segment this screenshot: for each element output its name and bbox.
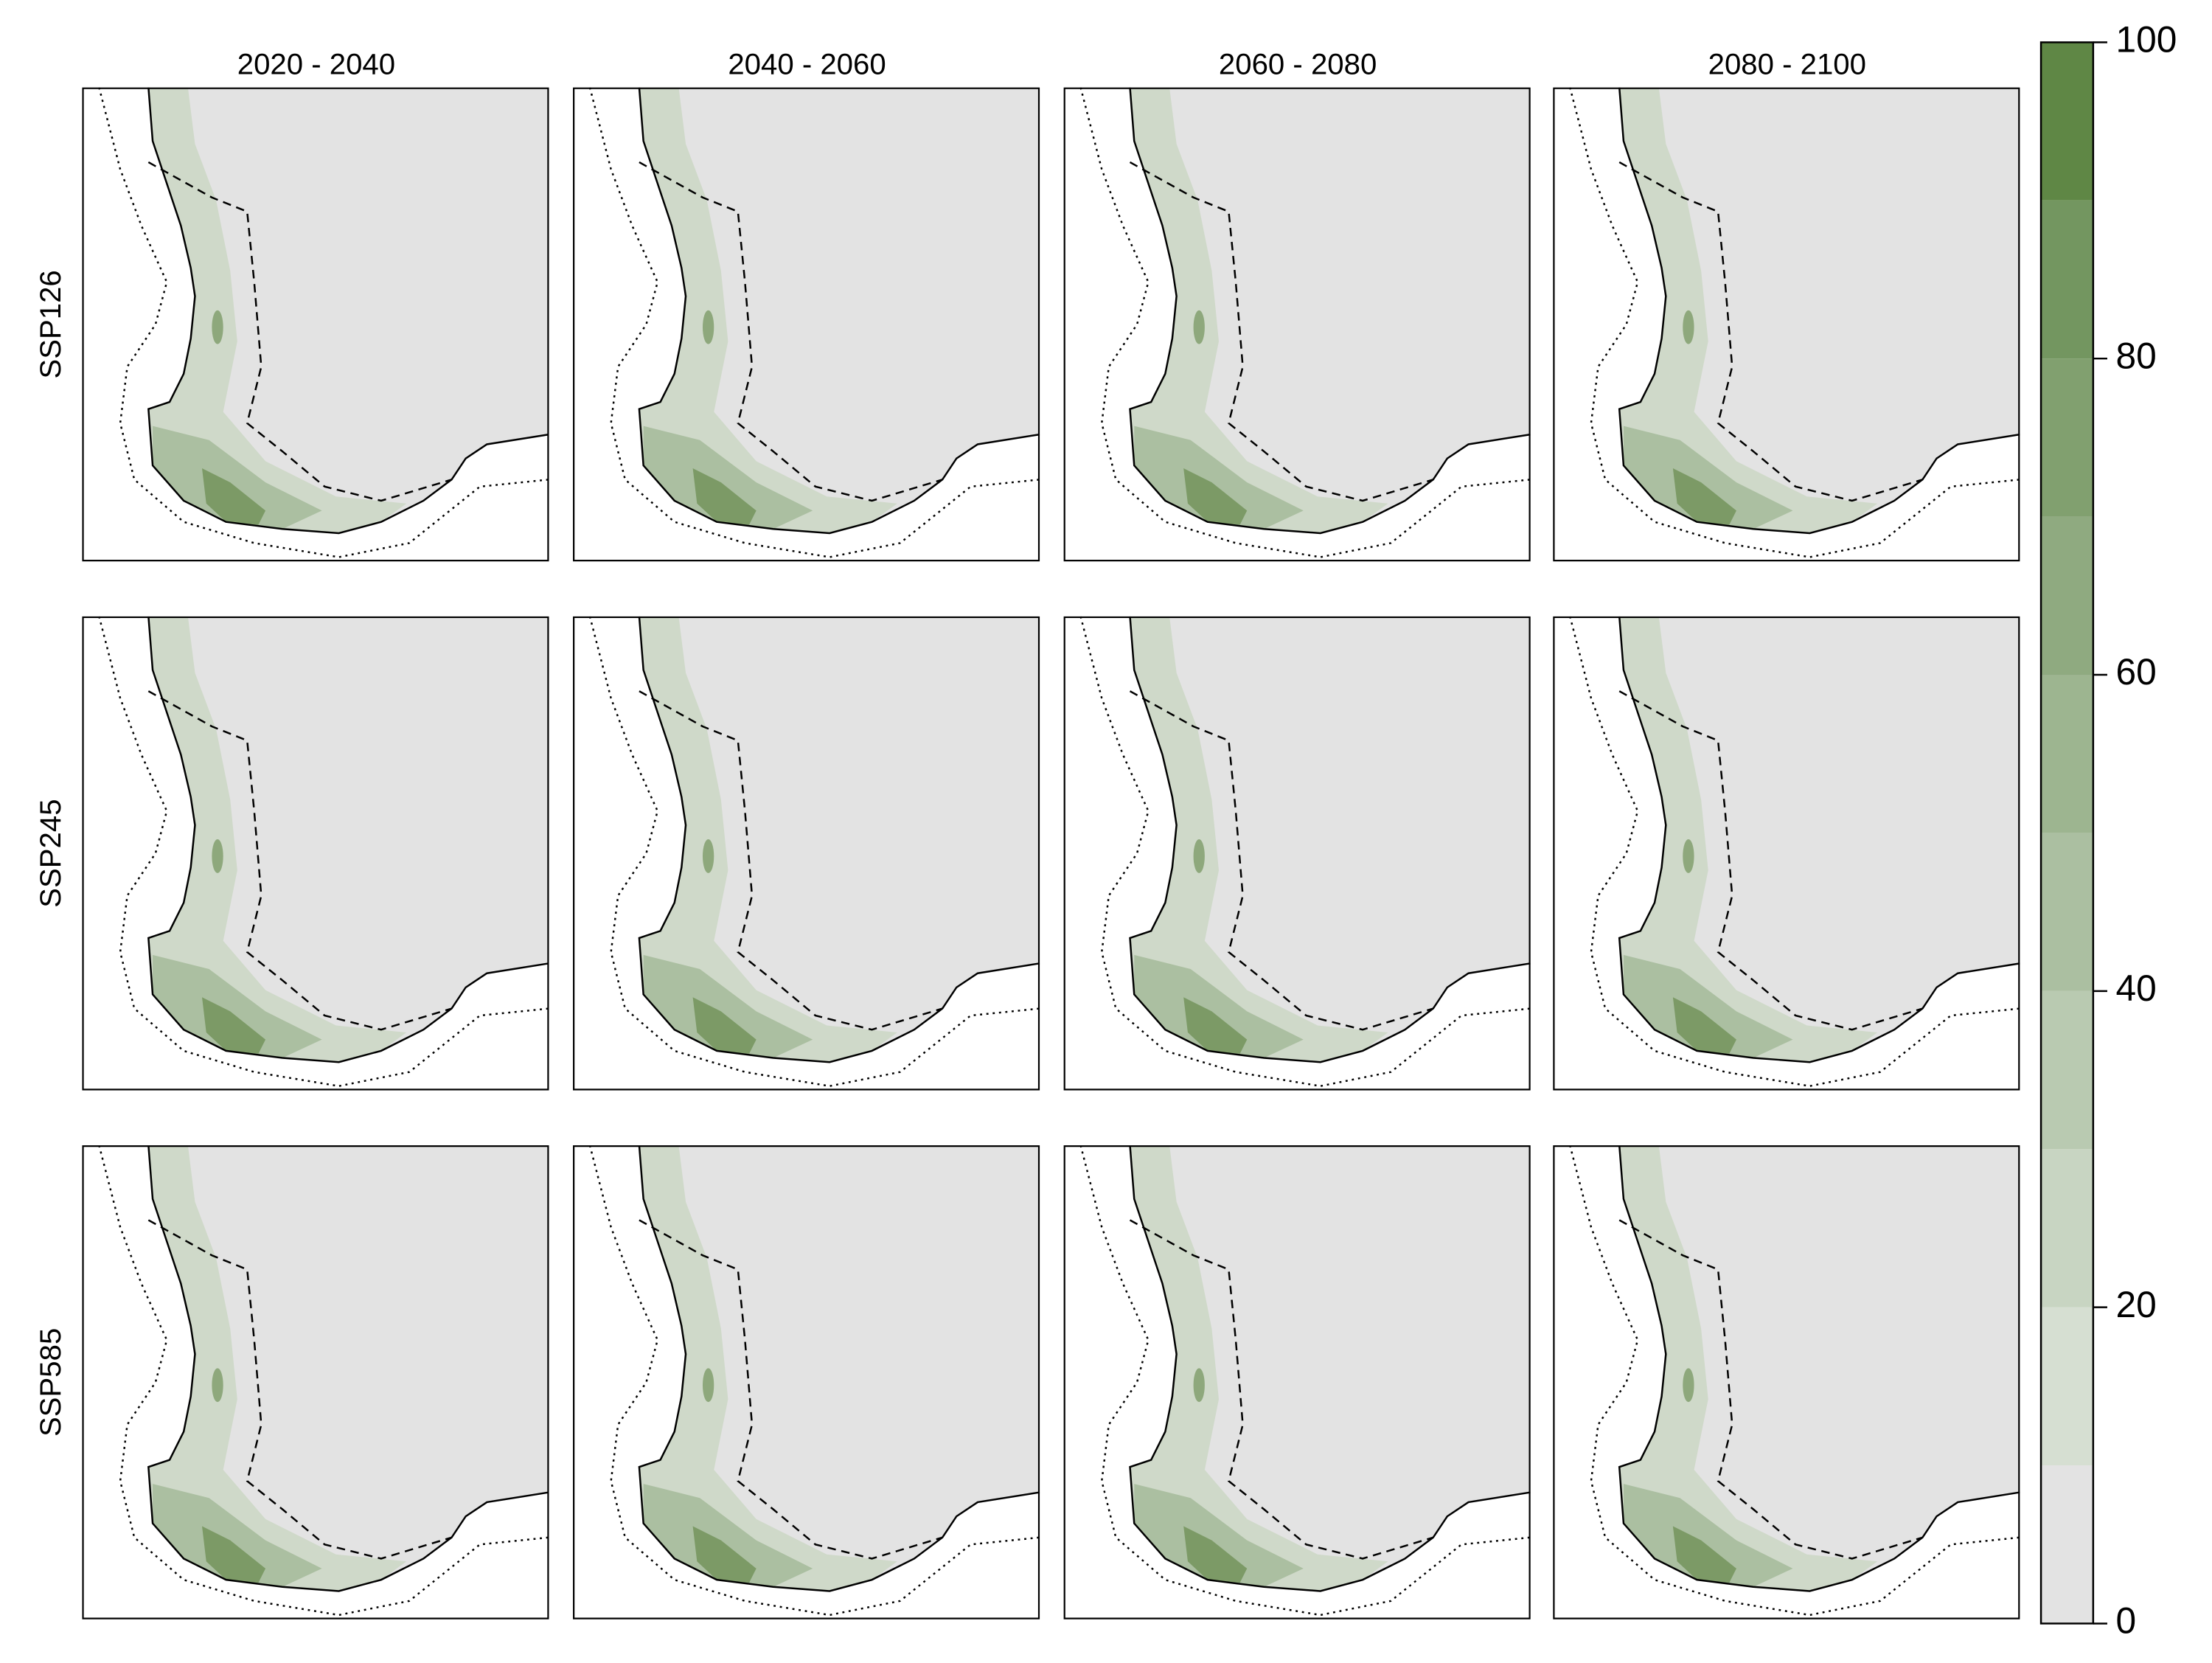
colorbar-bin	[2041, 200, 2093, 359]
map-panel	[1064, 617, 1531, 1091]
colorbar-bin	[2041, 990, 2093, 1150]
colorbar-tick-label: 100	[2115, 19, 2177, 60]
colorbar-tick-label: 0	[2115, 1600, 2136, 1642]
map-panel	[82, 1145, 549, 1619]
colorbar-tick-label: 40	[2115, 968, 2156, 1009]
colorbar-tick-label: 80	[2115, 335, 2156, 376]
map-panel	[573, 1145, 1040, 1619]
colorbar-bin	[2041, 1149, 2093, 1308]
map-panel	[1553, 617, 2020, 1091]
map-panel	[1553, 88, 2020, 562]
colorbar-bin	[2041, 1465, 2093, 1624]
row-label: SSP126	[34, 270, 67, 378]
colorbar-bin	[2041, 833, 2093, 991]
column-title: 2060 - 2080	[1219, 48, 1377, 81]
row-label: SSP245	[34, 799, 67, 907]
colorbar-bin	[2041, 42, 2093, 201]
colorbar-tick-label: 20	[2115, 1284, 2156, 1325]
map-panel	[82, 617, 549, 1091]
colorbar-frame	[2039, 41, 2095, 1625]
map-panel	[1064, 88, 1531, 562]
map-panel	[573, 617, 1040, 1091]
column-title: 2080 - 2100	[1708, 48, 1866, 81]
colorbar-bin	[2041, 516, 2093, 676]
map-panel	[573, 88, 1040, 562]
column-title: 2020 - 2040	[237, 48, 395, 81]
map-panel	[1553, 1145, 2020, 1619]
colorbar-bin	[2041, 675, 2093, 833]
colorbar-tick-label: 60	[2115, 651, 2156, 692]
map-panel	[82, 88, 549, 562]
colorbar-bin	[2041, 1307, 2093, 1466]
column-title: 2040 - 2060	[728, 48, 886, 81]
colorbar-bin	[2041, 358, 2093, 517]
map-panel	[1064, 1145, 1531, 1619]
row-label: SSP585	[34, 1328, 67, 1437]
